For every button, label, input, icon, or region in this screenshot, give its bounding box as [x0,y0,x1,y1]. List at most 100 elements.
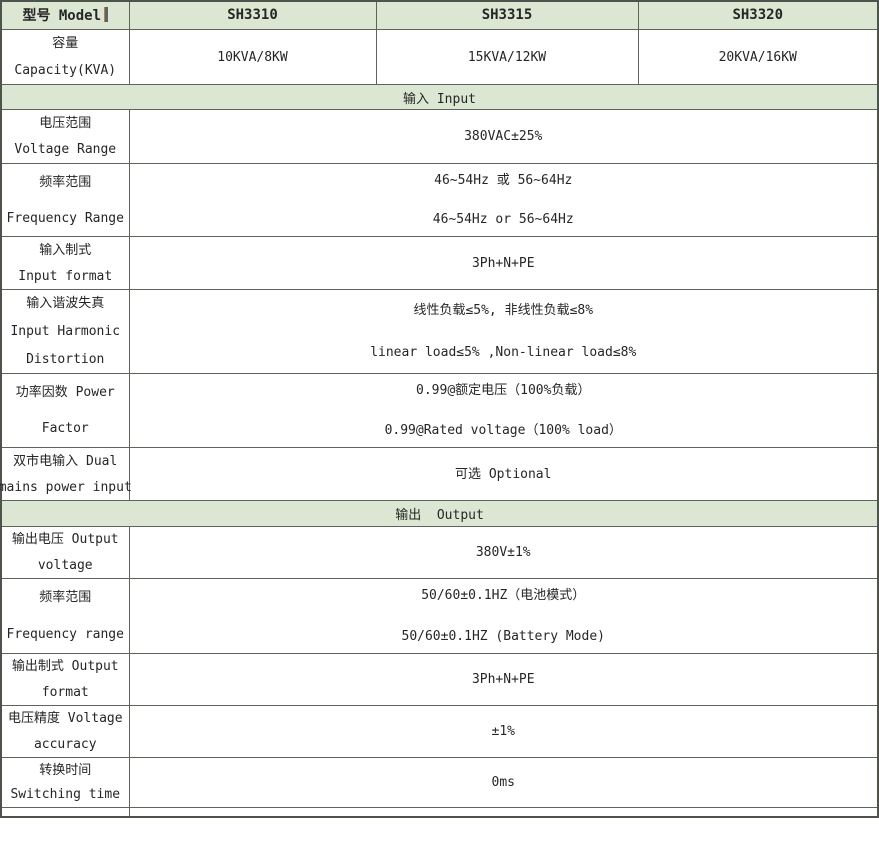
spec-row-frequency-range-output: 频率范围 Frequency range 50/60±0.1HZ（电池模式） 5… [0,578,879,654]
spec-row-voltage-range: 电压范围 Voltage Range 380VAC±25% [0,109,879,164]
capacity-value-cell-sh3320[interactable]: 20KVA/16KW [637,29,879,85]
row-value-cell[interactable]: 50/60±0.1HZ（电池模式） 50/60±0.1HZ (Battery M… [128,578,879,654]
row-label-en: mains power input [0,479,132,495]
row-value: 0ms [491,775,515,790]
row-value-cell[interactable]: 0ms [128,757,879,808]
row-label-en: Frequency Range [6,210,124,226]
capacity-value: 10KVA/8KW [217,49,288,65]
row-label-zh: 转换时间 [39,762,92,778]
output-section-title: 输出 Output [395,508,484,523]
row-label-cell[interactable]: 输入制式 Input format [0,236,130,290]
model-name: SH3320 [732,7,784,23]
spec-row-switching-time: 转换时间 Switching time 0ms [0,757,879,808]
row-label-en: voltage [37,557,93,573]
partial-row-value-cell[interactable] [128,807,879,818]
model-name: SH3310 [227,7,278,23]
row-label-en: Capacity(KVA) [14,63,117,78]
output-section-row: 输出 Output [0,500,879,527]
row-value-cell[interactable]: 3Ph+N+PE [128,653,879,706]
spec-row-dual-mains-input: 双市电输入 Dual mains power input 可选 Optional [0,447,879,501]
row-value: 可选 Optional [455,466,552,482]
row-value-cell[interactable]: 380V±1% [128,526,879,579]
row-label-en: Input Harmonic [10,323,121,339]
row-label-en: Frequency range [6,627,124,642]
input-section-header[interactable]: 输入 Input [0,84,879,110]
spec-row-output-format: 输出制式 Output format 3Ph+N+PE [0,653,879,706]
row-label-en: format [41,684,89,700]
row-label-cell[interactable]: 转换时间 Switching time [0,757,130,808]
spec-row-frequency-range-input: 频率范围 Frequency Range 46~54Hz 或 56~64Hz 4… [0,163,879,237]
row-label-zh: 电压范围 [39,115,92,131]
row-value: 3Ph+N+PE [471,255,535,271]
row-label-cell[interactable]: 输入谐波失真 Input Harmonic Distortion [0,289,130,374]
row-label-cell[interactable]: 输出制式 Output format [0,653,130,706]
row-label-en: Input format [18,268,113,284]
row-label-cell[interactable]: 频率范围 Frequency Range [0,163,130,237]
row-label-zh: 功率因数 Power [15,384,115,400]
row-label-zh: 电压精度 Voltage [7,711,123,727]
row-value-en: 50/60±0.1HZ (Battery Mode) [401,629,606,644]
row-label-zh: 容量 [52,36,79,51]
capacity-value: 20KVA/16KW [718,49,797,65]
output-section-header[interactable]: 输出 Output [0,500,879,527]
spec-row-output-voltage: 输出电压 Output voltage 380V±1% [0,526,879,579]
row-value-cell[interactable]: 46~54Hz 或 56~64Hz 46~54Hz or 56~64Hz [128,163,879,237]
partial-row [0,807,879,818]
row-value: 3Ph+N+PE [471,672,535,687]
spec-row-input-harmonic-distortion: 输入谐波失真 Input Harmonic Distortion 线性负载≤5%… [0,289,879,374]
row-label-cell[interactable]: 频率范围 Frequency range [0,578,130,654]
row-label-cell[interactable]: 输出电压 Output voltage [0,526,130,579]
spec-row-input-format: 输入制式 Input format 3Ph+N+PE [0,236,879,290]
row-value: ±1% [491,724,515,739]
spec-table: 型号 Model SH3310 SH3315 SH3320 容量 Capacit… [0,0,879,818]
row-value-zh: 50/60±0.1HZ（电池模式） [421,588,586,603]
capacity-label-cell[interactable]: 容量 Capacity(KVA) [0,29,130,85]
row-label-en: accuracy [33,736,97,752]
row-label-cell[interactable]: 电压精度 Voltage accuracy [0,705,130,758]
row-label-cell[interactable]: 功率因数 Power Factor [0,373,130,448]
model-name-cell-sh3310[interactable]: SH3310 [128,0,377,30]
spec-row-power-factor: 功率因数 Power Factor 0.99@额定电压（100%负载） 0.99… [0,373,879,448]
row-value-zh: 46~54Hz 或 56~64Hz [434,173,573,188]
model-name-cell-sh3320[interactable]: SH3320 [637,0,879,30]
row-label-cell[interactable]: 电压范围 Voltage Range [0,109,130,164]
row-label-zh: 输出制式 Output [11,659,119,675]
input-section-row: 输入 Input [0,84,879,110]
text-cursor-artifact [104,7,109,22]
row-label-zh: 输出电压 Output [11,532,119,548]
row-value-cell[interactable]: 0.99@额定电压（100%负载） 0.99@Rated voltage（100… [128,373,879,448]
input-section-title: 输入 Input [403,91,476,107]
row-label-zh: 输入制式 [39,242,92,258]
capacity-row: 容量 Capacity(KVA) 10KVA/8KW 15KVA/12KW 20… [0,29,879,85]
row-value-cell[interactable]: 380VAC±25% [128,109,879,164]
capacity-value: 15KVA/12KW [467,49,547,65]
row-label-en2: Distortion [26,351,105,367]
row-value-cell[interactable]: 线性负载≤5%, 非线性负载≤8% linear load≤5% ,Non-li… [128,289,879,374]
row-value-cell[interactable]: 可选 Optional [128,447,879,501]
row-value: 380V±1% [475,545,531,560]
capacity-value-cell-sh3310[interactable]: 10KVA/8KW [128,29,377,85]
row-label-zh: 输入谐波失真 [26,296,105,312]
row-value: 380VAC±25% [464,129,543,144]
model-name-cell-sh3315[interactable]: SH3315 [375,0,639,30]
row-label-zh: 频率范围 [39,590,92,605]
row-label-zh: 双市电输入 Dual [13,453,118,469]
row-value-en: linear load≤5% ,Non-linear load≤8% [370,345,637,360]
row-label-en: Switching time [10,787,121,803]
row-value-zh: 0.99@额定电压（100%负载） [416,383,591,398]
model-label-cell[interactable]: 型号 Model [0,0,130,30]
capacity-value-cell-sh3315[interactable]: 15KVA/12KW [375,29,639,85]
spec-row-voltage-accuracy: 电压精度 Voltage accuracy ±1% [0,705,879,758]
row-label-cell[interactable]: 双市电输入 Dual mains power input [0,447,132,501]
row-label-en: Voltage Range [14,142,117,158]
partial-row-label-cell[interactable] [0,807,130,818]
row-value-cell[interactable]: ±1% [128,705,879,758]
row-value-en: 0.99@Rated voltage（100% load） [384,423,622,438]
row-label-zh: 频率范围 [39,174,92,190]
row-label-en: Factor [41,421,89,437]
model-name: SH3315 [481,7,533,23]
row-value-cell[interactable]: 3Ph+N+PE [128,236,879,290]
model-header-row: 型号 Model SH3310 SH3315 SH3320 [0,0,879,30]
model-label: 型号 Model [22,8,102,24]
row-value-zh: 线性负载≤5%, 非线性负载≤8% [413,303,594,318]
